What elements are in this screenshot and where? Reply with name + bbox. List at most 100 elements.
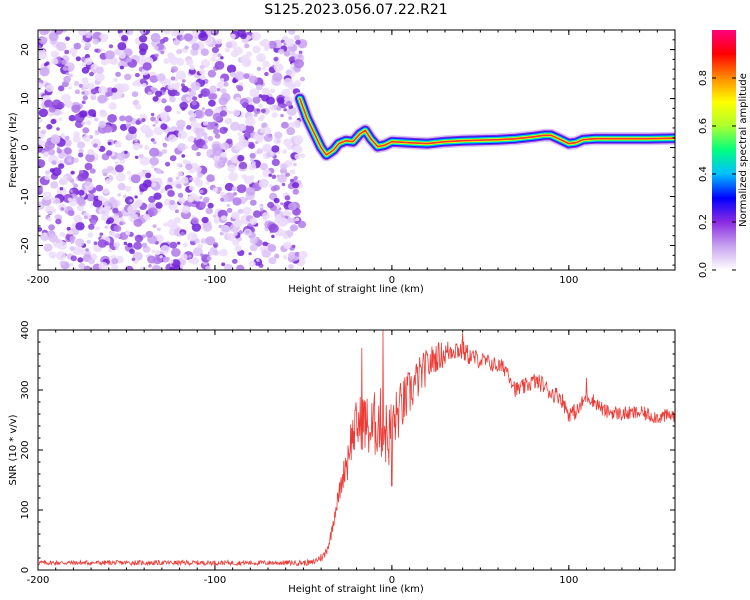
noise-speckle	[82, 127, 90, 134]
noise-speckle	[169, 155, 177, 162]
noise-speckle	[213, 128, 220, 135]
noise-speckle	[176, 183, 182, 189]
x-tick-label: 0	[389, 575, 395, 586]
noise-speckle	[38, 227, 43, 232]
noise-speckle	[95, 184, 104, 192]
noise-speckle	[149, 157, 159, 166]
noise-speckle	[200, 238, 207, 244]
colorbar-tick-label: 0.4	[698, 166, 709, 182]
noise-speckle	[57, 241, 68, 250]
noise-speckle	[58, 85, 65, 92]
noise-speckle	[252, 96, 261, 104]
noise-speckle	[98, 120, 107, 128]
noise-speckle	[106, 150, 113, 156]
noise-speckle	[212, 214, 217, 218]
noise-speckle	[189, 177, 194, 181]
noise-speckle	[186, 125, 192, 130]
noise-speckle	[122, 221, 126, 225]
figure-title: S125.2023.056.07.22.R21	[264, 2, 447, 18]
noise-speckle	[117, 182, 126, 191]
noise-speckle	[81, 100, 86, 105]
noise-speckle	[268, 173, 272, 177]
noise-speckle	[63, 75, 71, 83]
noise-speckle	[104, 241, 109, 246]
noise-speckle	[277, 174, 287, 183]
noise-speckle	[48, 251, 57, 258]
noise-speckle	[281, 182, 286, 187]
noise-speckle	[190, 120, 199, 128]
noise-speckle	[205, 180, 210, 185]
noise-speckle	[38, 82, 43, 90]
noise-speckle	[198, 94, 203, 98]
noise-speckle	[226, 138, 233, 145]
snr-frame	[37, 329, 676, 571]
noise-speckle	[113, 77, 118, 82]
noise-speckle	[102, 188, 110, 195]
noise-speckle	[141, 118, 146, 122]
noise-speckle	[169, 199, 176, 206]
noise-speckle	[169, 96, 176, 103]
noise-speckle	[290, 224, 299, 232]
noise-speckle	[162, 30, 172, 35]
noise-speckle	[117, 60, 127, 69]
noise-speckle	[73, 42, 82, 50]
noise-speckle	[224, 47, 231, 53]
noise-speckle	[165, 161, 171, 167]
noise-speckle	[105, 92, 111, 98]
x-tick-label: 0	[389, 275, 395, 286]
noise-speckle	[64, 49, 70, 55]
noise-speckle	[164, 78, 171, 85]
noise-speckle	[292, 188, 300, 195]
noise-speckle	[169, 266, 175, 270]
spectral-ridge	[299, 97, 675, 156]
noise-speckle	[233, 46, 243, 56]
noise-speckle	[98, 85, 108, 95]
noise-speckle	[182, 242, 188, 248]
noise-speckle	[154, 53, 159, 58]
noise-speckle	[262, 241, 268, 247]
noise-speckle	[295, 39, 301, 45]
noise-speckle	[82, 134, 91, 142]
noise-speckle	[234, 245, 242, 252]
noise-speckle	[233, 231, 238, 236]
noise-speckle	[123, 241, 128, 245]
noise-speckle	[40, 129, 47, 135]
noise-speckle	[111, 170, 117, 176]
noise-speckle	[202, 121, 209, 126]
noise-speckle	[292, 119, 302, 129]
noise-speckle	[155, 202, 163, 209]
noise-speckle	[262, 87, 271, 96]
noise-speckle	[245, 35, 252, 40]
noise-speckle	[68, 114, 76, 122]
noise-speckle	[114, 161, 120, 166]
noise-speckle	[176, 49, 182, 55]
noise-speckle	[127, 205, 138, 215]
noise-speckle	[282, 149, 288, 154]
noise-speckle	[187, 135, 195, 143]
noise-speckle	[74, 104, 81, 110]
noise-speckle	[150, 116, 156, 122]
noise-speckle	[59, 231, 66, 237]
noise-speckle	[267, 40, 277, 49]
noise-speckle	[205, 265, 211, 270]
noise-speckle	[285, 68, 296, 78]
noise-speckle	[124, 115, 133, 123]
noise-speckle	[72, 189, 77, 193]
noise-speckle	[298, 50, 303, 55]
noise-speckle	[177, 31, 181, 36]
noise-speckle	[143, 213, 151, 221]
noise-speckle	[58, 163, 65, 169]
snr-x-label: Height of straight line (km)	[288, 584, 424, 595]
snr-series-line	[38, 330, 675, 567]
noise-speckle	[232, 197, 242, 206]
noise-speckle	[55, 218, 62, 225]
noise-speckle	[171, 248, 181, 257]
snr-panel: -200 -100 0 100 0 100 200 300 400 Height of str…	[8, 320, 676, 595]
noise-speckle	[224, 182, 234, 192]
noise-speckle	[190, 48, 199, 56]
noise-speckle	[69, 47, 78, 55]
noise-speckle	[226, 203, 231, 208]
noise-speckle	[92, 198, 103, 208]
noise-speckle	[194, 178, 204, 187]
noise-speckle	[175, 70, 186, 80]
